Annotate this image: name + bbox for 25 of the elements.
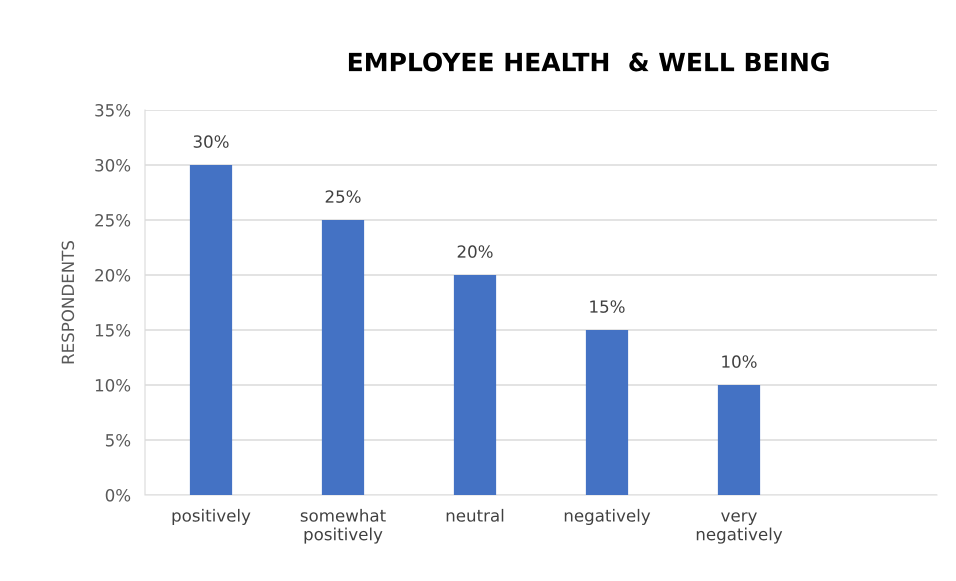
- y-tick-label: 25%: [95, 214, 130, 227]
- bar: [454, 275, 496, 495]
- y-tick-label: 30%: [95, 158, 130, 172]
- data-label: 10%: [722, 355, 757, 368]
- x-tick-label: negatively: [564, 508, 650, 526]
- y-tick-label: 5%: [106, 434, 130, 447]
- y-tick-label: 20%: [95, 268, 130, 282]
- x-tick-label: somewhat positively: [300, 508, 386, 544]
- y-tick-label: 35%: [95, 104, 130, 117]
- chart-title: EMPLOYEE HEALTH & WELL BEING: [348, 52, 829, 72]
- bar: [322, 220, 364, 495]
- bar: [190, 165, 232, 495]
- data-label: 20%: [458, 245, 493, 258]
- y-axis-title: RESPONDENTS: [62, 240, 74, 364]
- x-tick-label: very negatively: [696, 512, 782, 544]
- bar: [586, 330, 628, 495]
- data-label: 25%: [326, 190, 361, 203]
- bar: [718, 385, 760, 495]
- x-tick-label: neutral: [446, 508, 504, 522]
- data-label: 15%: [590, 300, 625, 313]
- data-label: 30%: [194, 135, 229, 148]
- x-tick-label: positively: [172, 508, 250, 526]
- y-tick-label: 15%: [96, 324, 130, 337]
- y-tick-label: 10%: [96, 378, 130, 392]
- y-tick-label: 0%: [106, 488, 130, 502]
